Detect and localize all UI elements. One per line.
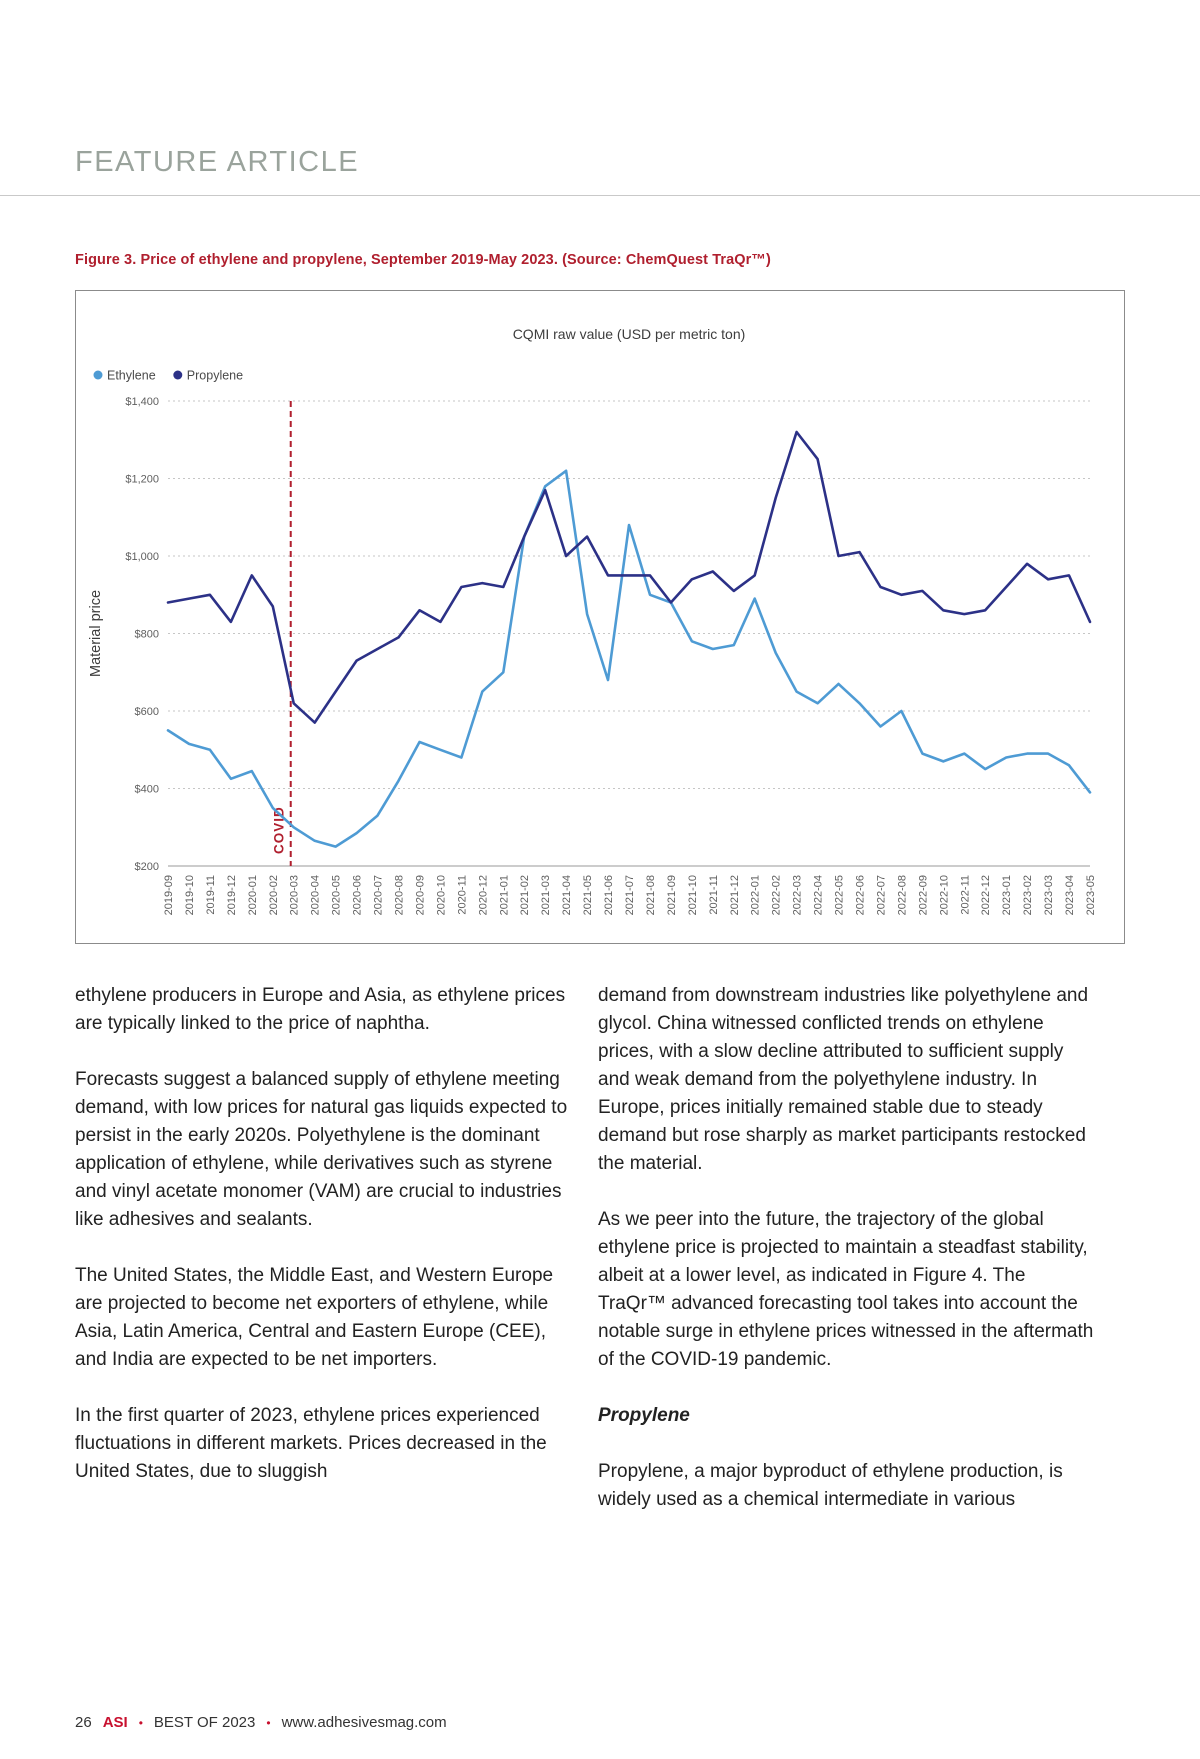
section-header: FEATURE ARTICLE bbox=[75, 146, 360, 178]
paragraph: In the first quarter of 2023, ethylene p… bbox=[75, 1405, 547, 1482]
x-tick-label: 2019-11 bbox=[205, 875, 217, 915]
x-tick-label: 2020-07 bbox=[373, 875, 385, 915]
x-tick-label: 2020-12 bbox=[477, 875, 489, 915]
x-tick-label: 2020-03 bbox=[289, 875, 301, 915]
x-tick-label: 2022-02 bbox=[771, 875, 783, 915]
footer-bullet: • bbox=[266, 1716, 271, 1730]
x-tick-label: 2022-09 bbox=[917, 875, 929, 915]
magazine-page: FEATURE ARTICLE Figure 3. Price of ethyl… bbox=[0, 146, 1200, 1731]
series-line-propylene bbox=[166, 430, 1092, 724]
website-url: www.adhesivesmag.com bbox=[281, 1714, 447, 1731]
figure3-line-chart: CQMI raw value (USD per metric ton) Ethyl… bbox=[88, 326, 1097, 915]
series-line-ethylene bbox=[166, 469, 1092, 848]
x-tick-label: 2021-01 bbox=[498, 875, 510, 915]
page-number: 26 bbox=[75, 1714, 92, 1731]
x-tick-label: 2022-06 bbox=[855, 875, 867, 915]
x-tick-label: 2021-04 bbox=[561, 875, 573, 915]
x-tick-label: 2021-09 bbox=[666, 875, 678, 915]
y-tick-label: $1,400 bbox=[125, 396, 159, 408]
paragraph: ethylene producers in Europe and Asia, a… bbox=[75, 985, 566, 1034]
article-body: ethylene producers in Europe and Asia, a… bbox=[75, 982, 1125, 1542]
x-tick-label: 2021-08 bbox=[645, 875, 657, 915]
figure-caption: Figure 3. Price of ethylene and propylen… bbox=[75, 252, 771, 268]
x-tick-label: 2020-04 bbox=[310, 875, 322, 915]
x-tick-label: 2020-06 bbox=[352, 875, 364, 915]
x-tick-label: 2021-05 bbox=[582, 875, 594, 915]
paragraph: Propylene, a major byproduct of ethylene… bbox=[598, 1461, 1063, 1510]
right-column: demand from downstream industries like p… bbox=[598, 982, 1094, 1542]
x-tick-label: 2020-08 bbox=[394, 875, 406, 915]
x-tick-label: 2022-10 bbox=[938, 875, 950, 915]
legend-label-ethylene: Ethylene bbox=[107, 369, 156, 383]
x-tick-label: 2023-01 bbox=[1001, 875, 1013, 915]
y-tick-label: $800 bbox=[135, 629, 159, 641]
y-tick-label: $1,200 bbox=[125, 474, 159, 486]
x-tick-label: 2022-01 bbox=[750, 875, 762, 915]
header-divider bbox=[0, 195, 1200, 196]
x-tick-label: 2021-07 bbox=[624, 875, 636, 915]
x-tick-label: 2020-01 bbox=[247, 875, 259, 915]
paragraph: demand from downstream industries like p… bbox=[598, 985, 1089, 1174]
issue-label: BEST OF 2023 bbox=[153, 1714, 256, 1731]
left-column: ethylene producers in Europe and Asia, a… bbox=[75, 982, 571, 1542]
x-tick-label: 2019-10 bbox=[184, 875, 196, 915]
x-tick-label: 2022-05 bbox=[834, 875, 846, 915]
x-tick-label: 2021-02 bbox=[519, 875, 531, 915]
x-tick-label: 2022-08 bbox=[896, 875, 908, 915]
paragraph: As we peer into the future, the trajecto… bbox=[598, 1209, 1094, 1370]
page-footer: 26 ASI • BEST OF 2023 • www.adhesivesmag… bbox=[75, 1714, 447, 1731]
x-tick-label: 2023-04 bbox=[1064, 875, 1076, 915]
x-tick-label: 2019-12 bbox=[226, 875, 238, 915]
x-tick-label: 2022-03 bbox=[792, 875, 804, 915]
y-axis-label: Material price bbox=[88, 590, 104, 677]
x-tick-label: 2021-03 bbox=[540, 875, 552, 915]
y-tick-label: $1,000 bbox=[125, 551, 159, 563]
paragraph: Forecasts suggest a balanced supply of e… bbox=[75, 1069, 568, 1230]
y-tick-label: $600 bbox=[135, 706, 159, 718]
x-tick-label: 2020-05 bbox=[331, 875, 343, 915]
legend-label-propylene: Propylene bbox=[187, 369, 243, 383]
x-tick-label: 2022-11 bbox=[959, 875, 971, 915]
y-tick-label: $400 bbox=[135, 784, 159, 796]
x-tick-label: 2020-10 bbox=[435, 875, 447, 915]
y-tick-label: $200 bbox=[135, 861, 159, 873]
footer-bullet: • bbox=[138, 1716, 143, 1730]
x-tick-label: 2021-11 bbox=[708, 875, 720, 915]
paragraph: The United States, the Middle East, and … bbox=[75, 1265, 554, 1370]
magazine-brand: ASI bbox=[102, 1714, 128, 1731]
x-tick-label: 2020-11 bbox=[456, 875, 468, 915]
legend-dot-ethylene bbox=[93, 370, 103, 380]
x-tick-label: 2022-07 bbox=[875, 875, 887, 915]
figure3-chart-frame: CQMI raw value (USD per metric ton) Ethyl… bbox=[75, 290, 1125, 944]
x-tick-label: 2019-09 bbox=[163, 875, 175, 915]
x-tick-label: 2022-04 bbox=[813, 875, 825, 915]
x-tick-label: 2023-05 bbox=[1085, 875, 1097, 915]
x-tick-label: 2021-12 bbox=[729, 875, 741, 915]
x-tick-label: 2022-12 bbox=[980, 875, 992, 915]
x-tick-label: 2023-02 bbox=[1022, 875, 1034, 915]
x-tick-label: 2021-06 bbox=[603, 875, 615, 915]
x-tick-label: 2020-09 bbox=[414, 875, 426, 915]
x-tick-label: 2021-10 bbox=[687, 875, 699, 915]
chart-title: CQMI raw value (USD per metric ton) bbox=[513, 326, 746, 342]
legend-dot-propylene bbox=[173, 370, 183, 380]
x-tick-label: 2020-02 bbox=[268, 875, 280, 915]
x-tick-label: 2023-03 bbox=[1043, 875, 1055, 915]
subhead-propylene: Propylene bbox=[598, 1405, 690, 1426]
